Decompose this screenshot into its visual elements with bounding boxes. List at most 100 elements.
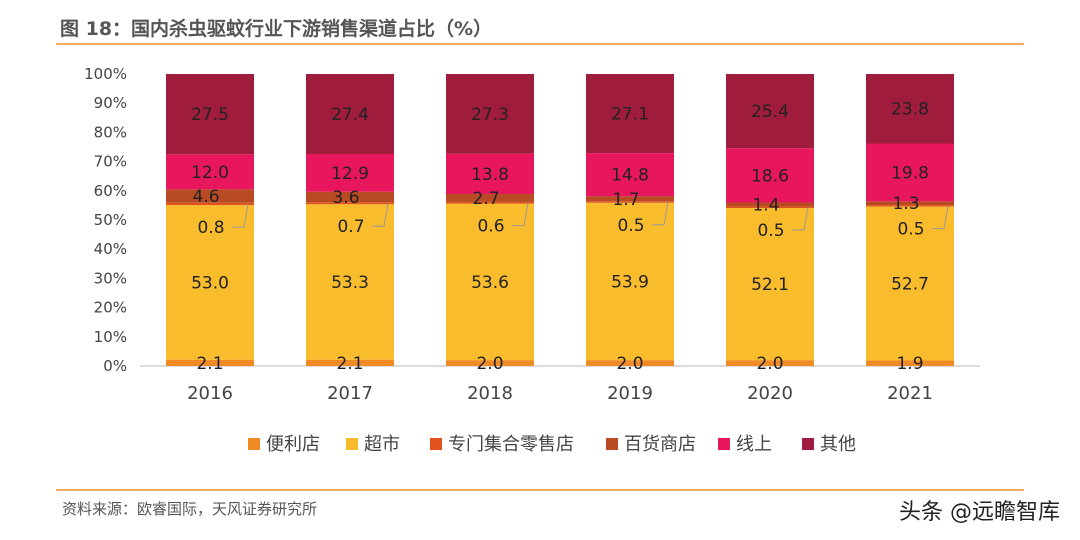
data-label: 27.4 [331, 105, 369, 125]
x-tick-label: 2020 [747, 383, 793, 404]
bar-segment [306, 204, 394, 360]
bar-segment [586, 201, 674, 203]
data-label: 19.8 [891, 163, 929, 183]
data-label: 0.5 [897, 220, 924, 240]
x-tick-label: 2019 [607, 383, 653, 404]
bar-segment [866, 360, 954, 366]
data-label: 0.5 [617, 216, 644, 236]
data-label: 27.3 [471, 105, 509, 125]
x-axis: 2016 2017 2018 2019 2020 2021 [187, 383, 933, 404]
y-tick-label: 20% [94, 299, 127, 317]
data-label: 2.1 [196, 354, 223, 374]
bar-segment [586, 360, 674, 366]
data-label: 2.7 [472, 189, 499, 209]
legend-swatch [606, 438, 618, 450]
data-label: 0.6 [477, 217, 504, 237]
bar-segment [446, 360, 534, 366]
bar-segment [866, 205, 954, 207]
data-label: 53.3 [331, 273, 369, 293]
bar-segment [726, 206, 814, 209]
legend: 便利店 超市 专门集合零售店 百货商店 线上 其他 [248, 434, 856, 455]
data-label: 2.1 [336, 354, 363, 374]
bars [166, 74, 954, 366]
bar-segment [446, 201, 534, 204]
y-tick-label: 100% [84, 65, 127, 83]
data-label: 1.3 [892, 194, 919, 214]
leader-line [932, 205, 949, 230]
legend-swatch [802, 438, 814, 450]
bar-segment [586, 196, 674, 202]
data-label: 0.7 [337, 217, 364, 237]
data-label: 18.6 [751, 166, 789, 186]
leader-line [792, 207, 809, 231]
data-label: 0.5 [757, 221, 784, 241]
data-label: 2.0 [756, 354, 783, 374]
bar-segment [726, 74, 814, 149]
legend-swatch [718, 438, 730, 450]
bar-segment [306, 154, 394, 192]
legend-label: 其他 [820, 434, 856, 455]
data-label: 53.6 [471, 273, 509, 293]
data-label: 23.8 [891, 100, 929, 120]
data-label: 12.9 [331, 164, 369, 184]
data-label: 27.1 [611, 105, 649, 125]
bar-segment [166, 359, 254, 366]
data-label: 52.7 [891, 275, 929, 295]
data-label: 1.4 [752, 196, 779, 216]
bar-segment [446, 203, 534, 361]
x-tick-label: 2016 [187, 383, 233, 404]
y-tick-label: 30% [94, 269, 127, 287]
watermark: 头条 @远瞻智库 [899, 500, 1060, 525]
bar-segment [586, 153, 674, 197]
data-label: 2.0 [476, 354, 503, 374]
x-tick-label: 2021 [887, 383, 933, 404]
legend-label: 百货商店 [624, 434, 696, 455]
leader-line [512, 202, 529, 227]
x-tick-label: 2018 [467, 383, 513, 404]
chart-title: 图 18：国内杀虫驱蚊行业下游销售渠道占比（%） [60, 18, 493, 40]
legend-label: 专门集合零售店 [448, 434, 574, 455]
data-label: 14.8 [611, 166, 649, 186]
bar-segment [306, 359, 394, 366]
y-tick-label: 60% [94, 182, 127, 200]
data-label: 25.4 [751, 102, 789, 122]
y-tick-label: 70% [94, 153, 127, 171]
y-tick-label: 10% [94, 328, 127, 346]
data-label: 27.5 [191, 105, 229, 125]
bar-segment [446, 194, 534, 202]
bar-segment [586, 74, 674, 154]
legend-label: 超市 [364, 434, 400, 455]
legend-swatch [430, 438, 442, 450]
bar-segment [166, 202, 254, 206]
bar-segment [166, 205, 254, 360]
data-label: 53.9 [611, 272, 649, 292]
title-divider [56, 43, 1024, 45]
data-label: 1.9 [896, 354, 923, 374]
x-tick-label: 2017 [327, 383, 373, 404]
y-tick-label: 50% [94, 211, 127, 229]
leader-line [652, 201, 669, 226]
legend-label: 线上 [736, 434, 772, 455]
legend-swatch [248, 438, 260, 450]
y-tick-label: 90% [94, 94, 127, 112]
y-tick-label: 40% [94, 240, 127, 258]
data-label: 52.1 [751, 275, 789, 295]
y-tick-label: 0% [103, 357, 127, 375]
data-label: 53.0 [191, 273, 229, 293]
legend-swatch [346, 438, 358, 450]
legend-label: 便利店 [266, 434, 320, 455]
source-note: 资料来源：欧睿国际，天风证券研究所 [62, 500, 318, 518]
bar-segment [726, 148, 814, 203]
data-labels: 2.1 53.0 0.8 4.6 12.0 27.5 2.1 53.3 0.7 3.6 12.9 27… [191, 100, 949, 374]
bar-segment [726, 208, 814, 361]
bar-segment [866, 201, 954, 206]
data-label: 3.6 [332, 188, 359, 208]
data-label: 4.6 [192, 187, 219, 207]
bar-segment [586, 202, 674, 361]
footer-divider [56, 489, 1024, 491]
data-label: 13.8 [471, 165, 509, 185]
bar-segment [306, 74, 394, 155]
data-label: 2.0 [616, 354, 643, 374]
bar-segment [166, 154, 254, 190]
